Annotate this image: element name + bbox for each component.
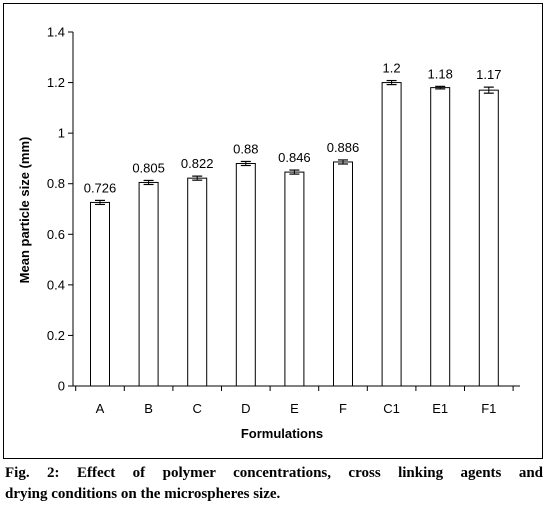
y-tick-label: 1: [58, 126, 65, 141]
caption-line-1: Fig. 2: Effect of polymer concentrations…: [5, 465, 543, 481]
y-tick-label: 1.4: [47, 25, 65, 40]
bar: [478, 89, 499, 387]
figure-frame: [3, 3, 543, 459]
data-label: 0.846: [278, 150, 311, 165]
data-label: 1.17: [476, 67, 501, 82]
bar: [187, 177, 208, 387]
caption-line-2: drying conditions on the microspheres si…: [5, 486, 281, 502]
data-label: 1.18: [428, 66, 453, 81]
y-tick-label: 0.8: [47, 176, 65, 191]
x-tick-label: B: [144, 401, 153, 416]
x-tick-label: C: [193, 401, 202, 416]
bar: [333, 161, 353, 387]
y-tick-label: 0.4: [47, 277, 65, 292]
bar: [381, 82, 402, 387]
bar: [138, 181, 159, 387]
y-tick-label: 0.2: [47, 328, 65, 343]
bar: [284, 171, 305, 387]
y-axis-title: Mean particle size (mm): [17, 137, 32, 284]
data-label: 0.886: [327, 140, 360, 155]
bar: [430, 87, 451, 387]
chart-bars: [90, 79, 499, 387]
x-tick-label: E1: [432, 401, 448, 416]
x-tick-label: F: [339, 401, 347, 416]
data-label: 0.805: [132, 160, 165, 175]
data-label: 0.726: [84, 180, 117, 195]
bar: [235, 162, 256, 387]
y-tick-label: 0: [58, 379, 65, 394]
x-tick-label: C1: [383, 401, 400, 416]
data-label: 1.2: [383, 61, 401, 76]
x-axis-title: Formulations: [241, 426, 323, 441]
data-label: 0.822: [181, 156, 214, 171]
bar-chart: 00.20.40.60.811.21.4 0.726A0.805B0.822C0…: [17, 25, 520, 441]
figure-caption: Fig. 2: Effect of polymer concentrations…: [5, 463, 543, 505]
x-tick-label: D: [241, 401, 250, 416]
data-label: 0.88: [233, 141, 258, 156]
bar: [90, 201, 110, 387]
chart-labels: 0.726 A 0.805 B 0.822 C 0.88 D 0.846 E 0.886 F 1.2 C1…: [84, 61, 502, 416]
y-tick-label: 1.2: [47, 75, 65, 90]
x-tick-label: E: [290, 401, 299, 416]
x-tick-label: A: [96, 401, 105, 416]
x-tick-label: F1: [481, 401, 496, 416]
y-tick-label: 0.6: [47, 227, 65, 242]
